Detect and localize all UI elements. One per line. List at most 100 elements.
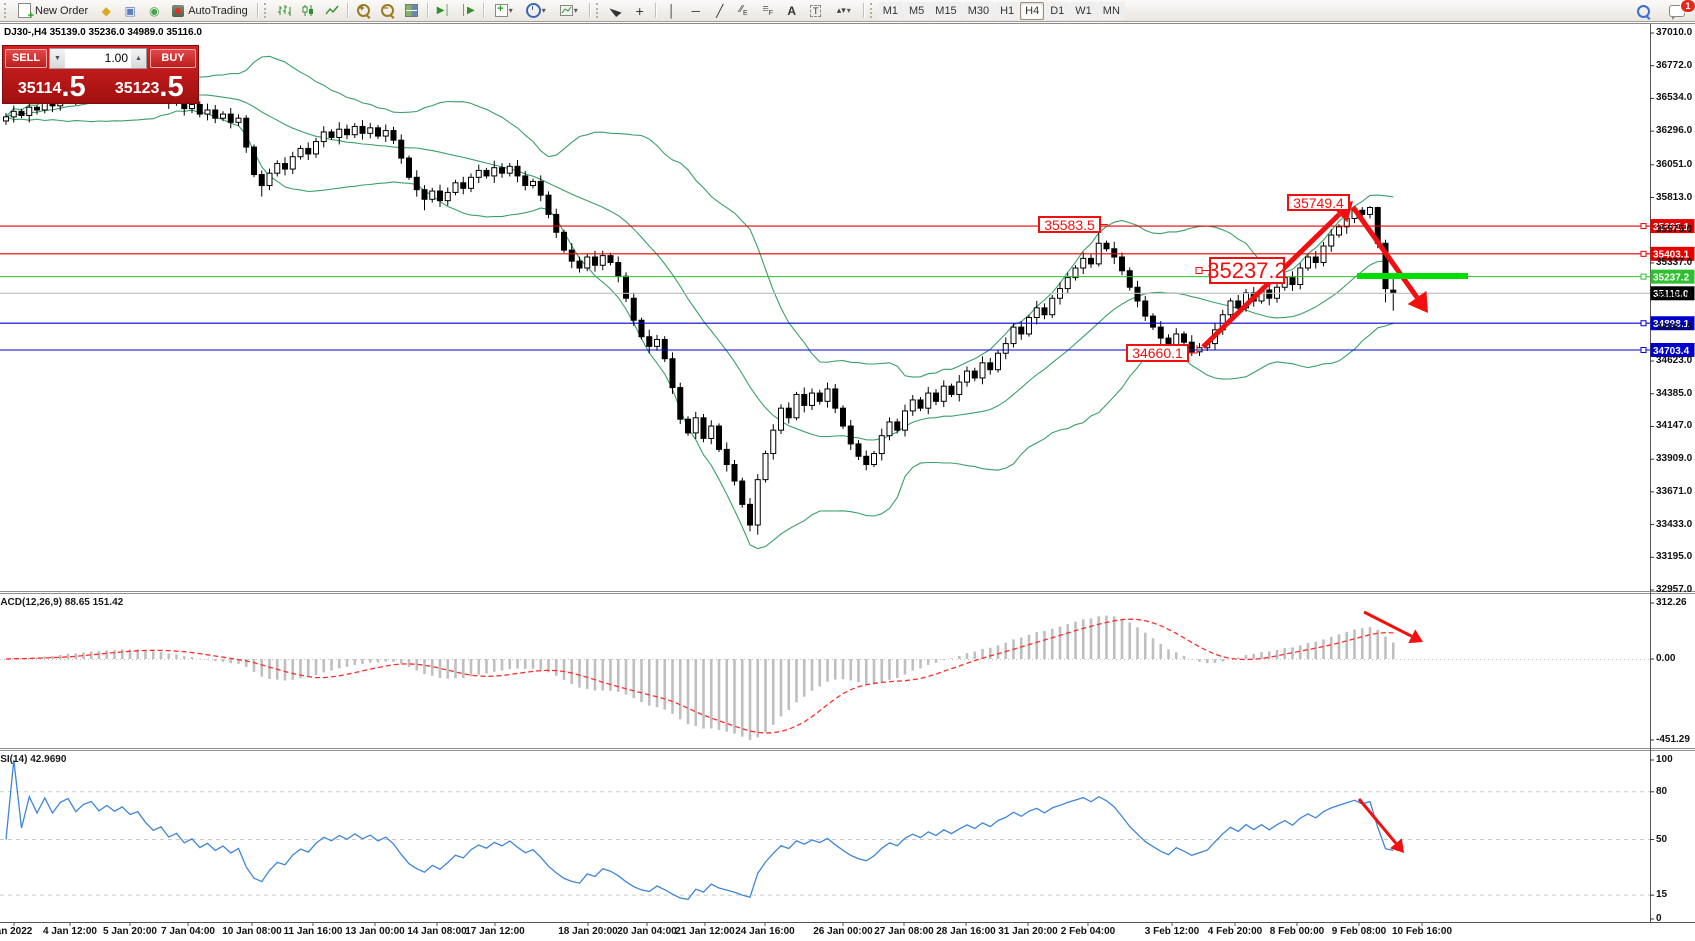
zoom-out-button[interactable]: − — [376, 0, 400, 22]
line-chart-mode-button[interactable] — [320, 0, 344, 22]
rsi-pane[interactable] — [0, 751, 1650, 922]
templates-menu-button[interactable]: ▾ — [552, 0, 586, 22]
rsi-down-arrow[interactable] — [1357, 798, 1404, 853]
volume-input[interactable] — [65, 48, 131, 68]
horizontal-level-lines[interactable] — [0, 223, 1650, 353]
template-icon — [559, 5, 573, 16]
buy-price[interactable]: 35123 .5 — [114, 71, 184, 103]
chat-button[interactable]: 1 — [1665, 0, 1695, 22]
periods-menu-button[interactable]: ▾ — [520, 0, 552, 22]
price-annotation-box[interactable]: 34660.1 — [1126, 344, 1189, 362]
bar-chart-mode-button[interactable] — [272, 0, 296, 22]
auto-scroll-button[interactable]: ▶│ — [432, 0, 456, 22]
macd-label: MACD(12,26,9) 88.65 151.42 — [0, 597, 124, 608]
bar-chart-icon — [277, 5, 291, 16]
tile-windows-button[interactable] — [400, 0, 424, 22]
autotrading-icon — [172, 4, 185, 17]
chevron-down-icon: ▾ — [508, 6, 513, 15]
cursor-tool-button[interactable] — [604, 0, 628, 22]
volume-increase-button[interactable]: ▲ — [131, 48, 146, 68]
price-level-badge: 35403.1 — [1650, 246, 1695, 261]
sell-button[interactable]: SELL — [5, 48, 47, 68]
timeframe-w1-button[interactable]: W1 — [1070, 1, 1097, 20]
vertical-line-tool-button[interactable]: │ — [660, 0, 684, 22]
new-order-button[interactable]: New Order — [12, 1, 94, 22]
time-axis-label: 20 Jan 04:00 — [617, 926, 677, 937]
trendline-tool-button[interactable]: ╱ — [708, 0, 732, 22]
volume-decrease-button[interactable]: ▼ — [50, 48, 65, 68]
support-zone-segment[interactable] — [1357, 273, 1468, 279]
svg-text:35237.2: 35237.2 — [1653, 272, 1690, 283]
toolbar-separator — [588, 3, 591, 18]
channel-tool-button[interactable]: ∕∕E — [732, 0, 756, 22]
rsi-tick-label: 100 — [1656, 754, 1673, 765]
macd-pane[interactable] — [0, 594, 1650, 748]
text-label-tool-button[interactable]: T — [804, 0, 828, 22]
price-level-badge: 35116.0 — [1650, 286, 1695, 301]
price-tick-label: 36772.0 — [1656, 59, 1693, 71]
price-tick-label: 35337.0 — [1656, 256, 1693, 268]
horizontal-line-tool-button[interactable]: ─ — [684, 0, 708, 22]
sell-price[interactable]: 35114 .5 — [17, 71, 86, 103]
time-axis-label: 11 Jan 16:00 — [283, 926, 343, 937]
candlestick-icon — [302, 5, 313, 16]
rsi-tick-label: 0 — [1656, 913, 1662, 924]
toolbar-grip — [869, 3, 874, 18]
time-axis-label: 14 Jan 08:00 — [407, 926, 467, 937]
timeframe-d1-button[interactable]: D1 — [1045, 1, 1070, 20]
plot-layers — [0, 55, 1650, 550]
cursor-icon — [609, 4, 622, 17]
chevron-down-icon: ▾ — [541, 6, 546, 15]
metaeditor-button[interactable]: ▣ — [118, 0, 142, 22]
search-button[interactable] — [1631, 0, 1655, 22]
timeframe-group: M1 M5 M15 M30 H1 H4 D1 W1 MN — [877, 1, 1125, 20]
timeframe-m1-button[interactable]: M1 — [877, 1, 903, 20]
svg-text:35605.1: 35605.1 — [1653, 222, 1690, 233]
toolbar-separator — [256, 3, 259, 18]
price-tick-label: 34385.0 — [1656, 387, 1693, 399]
timeframe-h1-button[interactable]: H1 — [995, 1, 1020, 20]
candlestick-mode-button[interactable] — [296, 0, 320, 22]
clock-icon — [525, 3, 541, 18]
price-annotation-box[interactable]: 35583.5 — [1038, 216, 1101, 233]
text-tool-button[interactable]: A — [780, 0, 804, 22]
time-axis-label: 3 Feb 12:00 — [1144, 926, 1200, 937]
price-tick-label: 33433.0 — [1656, 518, 1693, 530]
timeframe-mn-button[interactable]: MN — [1097, 1, 1125, 20]
signals-button[interactable]: ◉ — [142, 0, 166, 22]
timeframe-m15-button[interactable]: M15 — [930, 1, 962, 20]
chart-shift-button[interactable]: │▶ — [456, 0, 480, 22]
zoom-in-button[interactable]: + — [352, 0, 376, 22]
text-label-icon: T — [809, 4, 822, 17]
time-axis-label: 4 Jan 12:00 — [43, 926, 97, 937]
toolbar-separator — [482, 3, 485, 18]
svg-text:34703.4: 34703.4 — [1653, 346, 1690, 357]
price-level-badge: 34703.4 — [1650, 342, 1695, 357]
buy-button[interactable]: BUY — [150, 48, 196, 68]
timeframe-m5-button[interactable]: M5 — [904, 1, 930, 20]
indicators-menu-button[interactable]: ▾ — [488, 0, 520, 22]
arrows-tool-button[interactable]: ▴▾ ▾ — [828, 0, 860, 22]
time-axis-label: 13 Jan 00:00 — [345, 926, 405, 937]
time-axis-label: 21 Jan 12:00 — [675, 926, 735, 937]
notification-badge: 1 — [1680, 0, 1695, 13]
main-chart-pane[interactable] — [0, 24, 1650, 591]
macd-down-arrow[interactable] — [1363, 610, 1423, 644]
search-icon — [1636, 4, 1650, 18]
price-annotation-box[interactable]: 35749.4 — [1287, 194, 1350, 211]
deposit-button[interactable]: ◆ — [94, 0, 118, 22]
crosshair-tool-button[interactable]: + — [628, 0, 652, 22]
svg-text:35116.0: 35116.0 — [1653, 289, 1689, 300]
autotrading-button[interactable]: AutoTrading — [166, 1, 254, 21]
trend-down-arrow[interactable] — [1350, 205, 1428, 313]
new-order-icon — [18, 3, 34, 22]
zoom-in-icon: + — [357, 3, 371, 17]
fibonacci-tool-button[interactable]: ≡F — [756, 0, 780, 22]
price-annotation-box[interactable]: 35237.2 — [1207, 257, 1287, 284]
timeframe-h4-button[interactable]: H4 — [1020, 1, 1045, 20]
price-level-badge: 35605.1 — [1650, 219, 1695, 234]
toolbar-grip — [595, 3, 600, 18]
svg-text:34898.1: 34898.1 — [1653, 319, 1690, 330]
timeframe-m30-button[interactable]: M30 — [962, 1, 995, 20]
time-axis-label: 7 Jan 04:00 — [161, 926, 215, 937]
